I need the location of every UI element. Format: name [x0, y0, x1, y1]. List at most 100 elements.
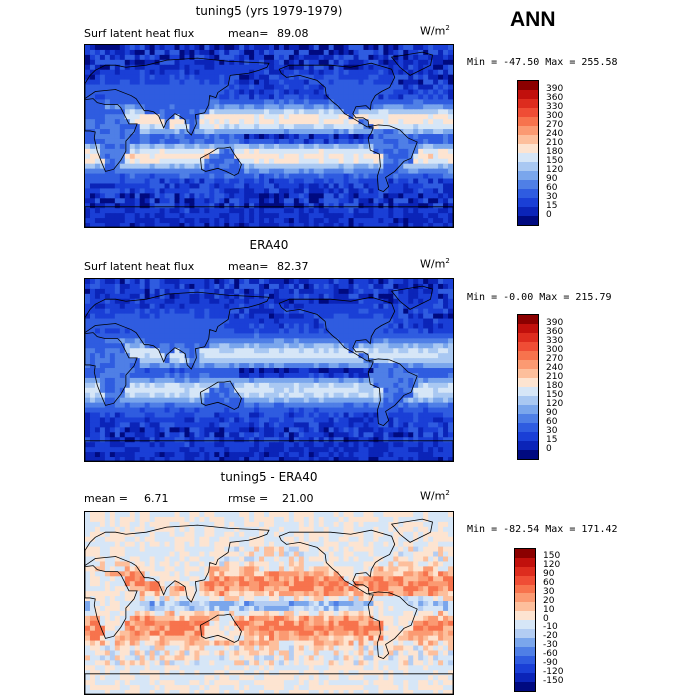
colorbar-swatch: [518, 180, 538, 189]
colorbar-swatch: [515, 566, 535, 576]
colorbar-tick-label: -30: [543, 640, 558, 651]
colorbar-swatch: [518, 351, 538, 360]
panel-3-mean-label: mean =: [84, 492, 128, 505]
colorbar-swatch: [515, 646, 535, 656]
colorbar-swatch: [518, 333, 538, 342]
panel-1-title: tuning5 (yrs 1979-1979): [195, 4, 343, 18]
colorbar-tick-label: 390: [546, 317, 564, 328]
colorbar-tick-label: 180: [546, 380, 564, 391]
panel-2-colorbar-labels: 390 360 330 300 270 240 210 180 150 120 90 60 30 15 0: [546, 314, 586, 460]
colorbar-tick-label: 270: [546, 119, 564, 130]
colorbar-tick-label: 0: [546, 443, 552, 454]
colorbar-tick-label: 90: [546, 173, 558, 184]
colorbar-swatch: [518, 414, 538, 423]
colorbar-swatch: [518, 342, 538, 351]
colorbar-swatch: [515, 628, 535, 638]
colorbar-tick-label: 390: [546, 83, 564, 94]
panel-3-minmax: Min = -82.54 Max = 171.42: [467, 524, 618, 535]
colorbar-tick-label: 360: [546, 92, 564, 103]
colorbar-swatch: [515, 593, 535, 603]
colorbar-swatch: [518, 117, 538, 126]
colorbar-tick-label: 90: [546, 407, 558, 418]
panel-3-rmse-label: rmse =: [228, 492, 269, 505]
colorbar-swatch: [518, 450, 538, 459]
colorbar-swatch: [518, 441, 538, 450]
colorbar-swatch: [515, 575, 535, 585]
colorbar-tick-label: -120: [543, 666, 564, 677]
panel-3-colorbar: [514, 548, 536, 692]
season-label: ANN: [510, 8, 556, 31]
colorbar-swatch: [518, 423, 538, 432]
colorbar-swatch: [518, 90, 538, 99]
colorbar-swatch: [518, 198, 538, 207]
panel-1-map: [84, 44, 454, 228]
coastline: [85, 51, 453, 227]
coastline: [85, 285, 453, 461]
colorbar-swatch: [515, 549, 535, 558]
colorbar-swatch: [518, 315, 538, 324]
panel-3-map: [84, 511, 454, 695]
colorbar-swatch: [515, 655, 535, 665]
colorbar-tick-label: 15: [546, 434, 558, 445]
map-field: [85, 279, 453, 461]
colorbar-swatch: [515, 611, 535, 620]
colorbar-swatch: [518, 360, 538, 369]
colorbar-tick-label: 120: [543, 560, 561, 571]
colorbar-swatch: [515, 664, 535, 674]
colorbar-tick-label: 270: [546, 353, 564, 364]
colorbar-tick-label: 30: [543, 586, 555, 597]
panel-1-mean-value: 89.08: [277, 27, 309, 40]
panel-3-mean-value: 6.71: [144, 492, 169, 505]
colorbar-swatch: [518, 135, 538, 144]
colorbar-tick-label: -90: [543, 657, 558, 668]
colorbar-swatch: [515, 602, 535, 612]
colorbar-tick-label: -150: [543, 675, 564, 686]
panel-1-colorbar-labels: 390 360 330 300 270 240 210 180 150 120 90 60 30 15 0: [546, 80, 586, 226]
colorbar-swatch: [518, 396, 538, 405]
colorbar-tick-label: 330: [546, 335, 564, 346]
panel-1-colorbar: [517, 80, 539, 226]
panel-3-rmse-value: 21.00: [282, 492, 314, 505]
colorbar-tick-label: -10: [543, 622, 558, 633]
colorbar-tick-label: 60: [546, 182, 558, 193]
colorbar-tick-label: 15: [546, 200, 558, 211]
colorbar-swatch: [515, 557, 535, 567]
colorbar-tick-label: 360: [546, 326, 564, 337]
colorbar-tick-label: 20: [543, 595, 555, 606]
colorbar-tick-label: 30: [546, 191, 558, 202]
colorbar-swatch: [518, 99, 538, 108]
panel-2-mean-label: mean=: [228, 260, 269, 273]
colorbar-tick-label: 150: [546, 389, 564, 400]
panel-1-minmax: Min = -47.50 Max = 255.58: [467, 57, 618, 68]
colorbar-swatch: [515, 584, 535, 594]
colorbar-swatch: [515, 620, 535, 629]
colorbar-tick-label: 10: [543, 604, 555, 615]
colorbar-swatch: [518, 324, 538, 333]
colorbar-tick-label: 0: [546, 209, 552, 220]
colorbar-swatch: [518, 405, 538, 414]
colorbar-swatch: [518, 81, 538, 90]
panel-1-variable-label: Surf latent heat flux: [84, 27, 195, 40]
panel-3-units: W/m2: [420, 489, 450, 503]
colorbar-tick-label: -20: [543, 631, 558, 642]
colorbar-tick-label: 300: [546, 110, 564, 121]
colorbar-tick-label: 210: [546, 371, 564, 382]
colorbar-tick-label: 120: [546, 164, 564, 175]
colorbar-swatch: [515, 673, 535, 683]
colorbar-tick-label: 210: [546, 137, 564, 148]
panel-2-colorbar: [517, 314, 539, 460]
colorbar-tick-label: 60: [546, 416, 558, 427]
colorbar-tick-label: 150: [546, 155, 564, 166]
colorbar-swatch: [518, 189, 538, 198]
colorbar-swatch: [518, 144, 538, 153]
colorbar-tick-label: 180: [546, 146, 564, 157]
colorbar-tick-label: 90: [543, 569, 555, 580]
panel-2-map: [84, 278, 454, 462]
panel-3-colorbar-labels: 150 120 90 60 30 20 10 0 -10 -20 -30 -60 -90 -120 -150: [543, 548, 583, 692]
colorbar-swatch: [515, 637, 535, 647]
colorbar-tick-label: 60: [543, 578, 555, 588]
colorbar-swatch: [515, 682, 535, 691]
colorbar-swatch: [518, 108, 538, 117]
colorbar-swatch: [518, 126, 538, 135]
panel-2-variable-label: Surf latent heat flux: [84, 260, 195, 273]
